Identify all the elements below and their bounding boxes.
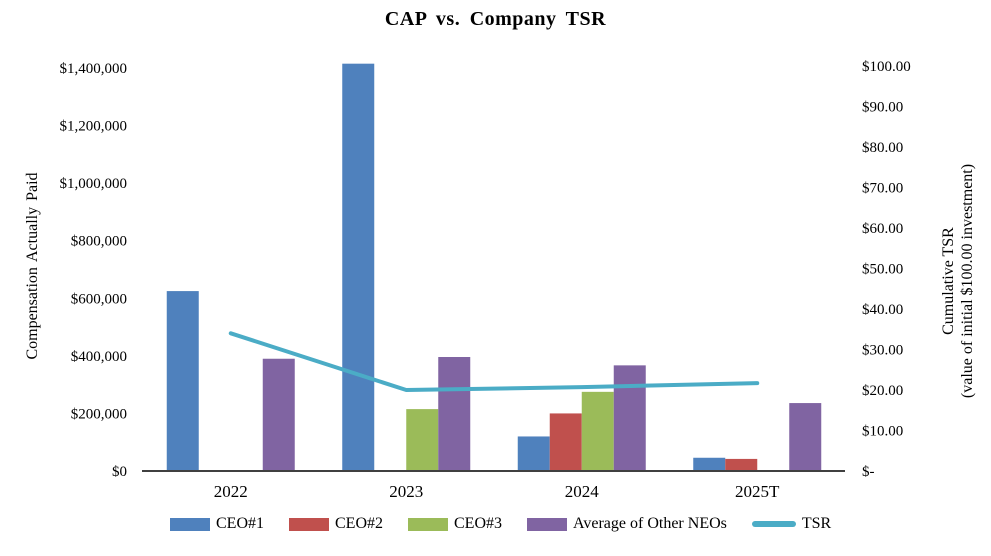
legend-item-ceo1: CEO#1 — [170, 515, 264, 533]
legend-swatch-ceo2 — [289, 517, 329, 531]
bar-average-of-other-neos-2022 — [262, 358, 295, 471]
bar-ceo-2-2024 — [549, 413, 582, 471]
bar-ceo-2-2025T — [725, 458, 758, 471]
legend-swatch-tsr — [751, 521, 796, 527]
left-axis-tick-label: $600,000 — [71, 291, 127, 307]
x-axis-category-label: 2022 — [214, 482, 248, 501]
legend-label-tsr: TSR — [801, 515, 832, 532]
left-axis-tick-label: $800,000 — [71, 234, 127, 250]
bar-average-of-other-neos-2025T — [789, 403, 822, 471]
bar-ceo-1-2024 — [517, 436, 550, 471]
left-axis-tick-label: $1,400,000 — [60, 61, 128, 77]
right-axis-tick-label: $50.00 — [862, 262, 903, 278]
left-axis-tick-label: $1,200,000 — [60, 119, 128, 135]
right-axis-tick-label: $90.00 — [862, 100, 903, 116]
bar-average-of-other-neos-2023 — [438, 357, 471, 471]
bar-ceo-3-2024 — [581, 391, 614, 471]
right-axis-tick-label: $40.00 — [862, 302, 903, 318]
right-axis-tick-label: $80.00 — [862, 140, 903, 156]
right-axis-tick-label: $20.00 — [862, 383, 903, 399]
right-axis-tick-label: $- — [862, 464, 875, 480]
right-axis-tick-label: $10.00 — [862, 424, 903, 440]
right-axis-tick-label: $70.00 — [862, 181, 903, 197]
legend-item-avg-neos: Average of Other NEOs — [527, 515, 727, 533]
legend-swatch-avg-neos — [527, 517, 567, 531]
legend-label-avg-neos: Average of Other NEOs — [573, 515, 727, 532]
legend-item-ceo2: CEO#2 — [289, 515, 383, 533]
bar-average-of-other-neos-2024 — [613, 365, 646, 471]
left-axis-tick-label: $200,000 — [71, 406, 127, 422]
bar-ceo-1-2023 — [342, 63, 375, 472]
legend-item-ceo3: CEO#3 — [408, 515, 502, 533]
x-axis-category-label: 2024 — [565, 482, 600, 501]
x-axis-category-label: 2023 — [389, 482, 423, 501]
legend-swatch-ceo1 — [170, 517, 210, 531]
x-axis-category-label: 2025T — [735, 482, 780, 501]
chart-title: CAP vs. Company TSR — [384, 8, 607, 30]
bar-ceo-1-2022 — [166, 291, 199, 471]
right-axis-tick-label: $100.00 — [862, 59, 911, 75]
left-axis-tick-label: $1,000,000 — [60, 176, 128, 192]
bar-ceo-3-2023 — [406, 409, 439, 471]
left-axis-tick-label: $400,000 — [71, 349, 127, 365]
legend-label-ceo1: CEO#1 — [216, 515, 264, 532]
tsr-line — [228, 331, 760, 392]
bar-ceo-1-2025T — [693, 457, 726, 471]
legend-item-tsr: TSR — [751, 515, 832, 533]
legend-label-ceo2: CEO#2 — [335, 515, 383, 532]
legend-label-ceo3: CEO#3 — [454, 515, 502, 532]
right-axis-tick-label: $30.00 — [862, 343, 903, 359]
right-axis-tick-label: $60.00 — [862, 221, 903, 237]
legend-swatch-ceo3 — [408, 517, 448, 531]
left-axis-tick-label: $0 — [112, 464, 127, 480]
legend: CEO#1 CEO#2 CEO#3 Average of Other NEOs … — [170, 515, 831, 533]
